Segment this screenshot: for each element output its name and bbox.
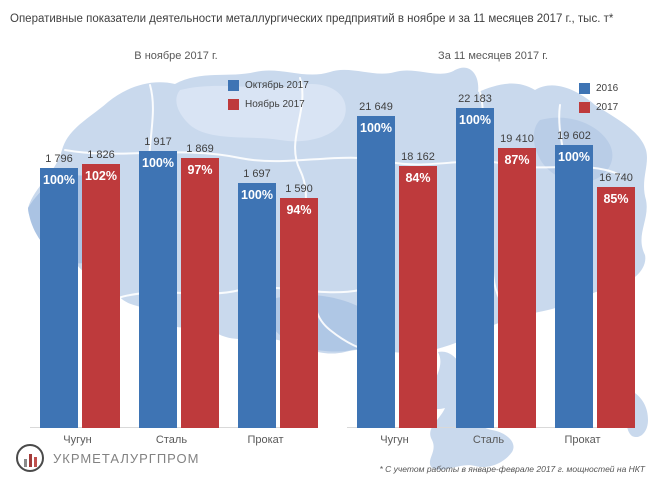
bar-percent-label: 85% [603,192,629,206]
chart-11-months: За 11 месяцев 2017 г. 2016 2017 21 649 100… [347,48,639,446]
bar-percent-label: 87% [504,153,530,167]
category-labels: Чугун Сталь Прокат [347,434,639,446]
bar-group: 1 796 100% 1 826 102% [40,149,120,428]
bar-percent-label: 100% [142,156,174,170]
legend-label: Октябрь 2017 [245,80,309,91]
category-label: Чугун [63,434,92,446]
bar-primary: 100% [357,116,395,428]
chart-title-11-months: За 11 месяцев 2017 г. [438,50,548,62]
legend-label: 2016 [596,83,619,94]
plot-area: 21 649 100% 18 162 84% 22 183 100% 19 410 87% 19… [347,86,639,428]
bar-value-label: 19 410 [500,133,534,145]
bar-primary: 100% [555,145,593,428]
bar-value-label: 21 649 [359,101,393,113]
bar-comparison: 84% [399,166,437,428]
legend-swatch [579,102,590,113]
bar-percent-label: 100% [241,188,273,202]
bar-percent-label: 100% [558,150,590,164]
legend-item: 2016 [579,83,618,94]
bar-column: 22 183 100% [456,93,494,428]
bar-comparison: 102% [82,164,120,428]
bar-percent-label: 100% [43,173,75,187]
ukrmetalurgprom-logo: УКРМЕТАЛУРГПРОМ [16,444,200,472]
category-label: Чугун [380,434,409,446]
bar-comparison: 85% [597,187,635,428]
bar-value-label: 1 697 [243,168,271,180]
bar-primary: 100% [238,183,276,428]
bar-group: 22 183 100% 19 410 87% [456,93,536,428]
legend-november: Октябрь 2017 Ноябрь 2017 [228,80,309,110]
legend-swatch [228,80,239,91]
legend-11-months: 2016 2017 [579,83,618,113]
chart-title-november: В ноябре 2017 г. [134,50,218,62]
page-title: Оперативные показатели деятельности мета… [10,13,614,25]
bar-comparison: 94% [280,198,318,428]
legend-item: Ноябрь 2017 [228,99,309,110]
chart-november: В ноябре 2017 г. Октябрь 2017 Ноябрь 2017… [30,48,322,446]
bar-value-label: 16 740 [599,172,633,184]
bar-comparison: 87% [498,148,536,428]
bar-value-label: 22 183 [458,93,492,105]
bar-column: 1 590 94% [280,183,318,428]
plot-area: 1 796 100% 1 826 102% 1 917 100% 1 869 97% 1 697… [30,86,322,428]
bar-percent-label: 100% [360,121,392,135]
bar-percent-label: 102% [85,169,117,183]
bar-primary: 100% [456,108,494,428]
bar-percent-label: 84% [405,171,431,185]
legend-item: Октябрь 2017 [228,80,309,91]
bar-column: 1 869 97% [181,143,219,428]
bar-group: 21 649 100% 18 162 84% [357,101,437,428]
category-label: Сталь [472,434,505,446]
category-label: Прокат [247,434,284,446]
legend-swatch [579,83,590,94]
bar-column: 21 649 100% [357,101,395,428]
bar-comparison: 97% [181,158,219,428]
bar-column: 18 162 84% [399,151,437,428]
bar-value-label: 18 162 [401,151,435,163]
bar-primary: 100% [139,151,177,428]
bar-group: 19 602 100% 16 740 85% [555,130,635,428]
bar-column: 1 826 102% [82,149,120,428]
bar-percent-label: 100% [459,113,491,127]
bar-primary: 100% [40,168,78,428]
bar-column: 1 697 100% [238,168,276,428]
bar-value-label: 1 826 [87,149,115,161]
ukrmetalurgprom-logo-icon [16,444,44,472]
legend-item: 2017 [579,102,618,113]
bar-column: 19 410 87% [498,133,536,428]
bar-group: 1 697 100% 1 590 94% [238,168,318,428]
category-labels: Чугун Сталь Прокат [30,434,322,446]
bar-value-label: 1 796 [45,153,73,165]
bar-group: 1 917 100% 1 869 97% [139,136,219,428]
category-label: Прокат [564,434,601,446]
logo-text: УКРМЕТАЛУРГПРОМ [53,450,200,466]
bar-percent-label: 97% [187,163,213,177]
bar-column: 1 796 100% [40,153,78,428]
category-label: Сталь [155,434,188,446]
legend-swatch [228,99,239,110]
bar-value-label: 1 917 [144,136,172,148]
bar-value-label: 1 590 [285,183,313,195]
bar-value-label: 19 602 [557,130,591,142]
legend-label: Ноябрь 2017 [245,99,305,110]
bar-percent-label: 94% [286,203,312,217]
legend-label: 2017 [596,102,619,113]
bar-column: 16 740 85% [597,172,635,428]
bar-column: 1 917 100% [139,136,177,428]
bar-value-label: 1 869 [186,143,214,155]
footnote: * С учетом работы в январе-феврале 2017 … [379,464,645,474]
bar-column: 19 602 100% [555,130,593,428]
